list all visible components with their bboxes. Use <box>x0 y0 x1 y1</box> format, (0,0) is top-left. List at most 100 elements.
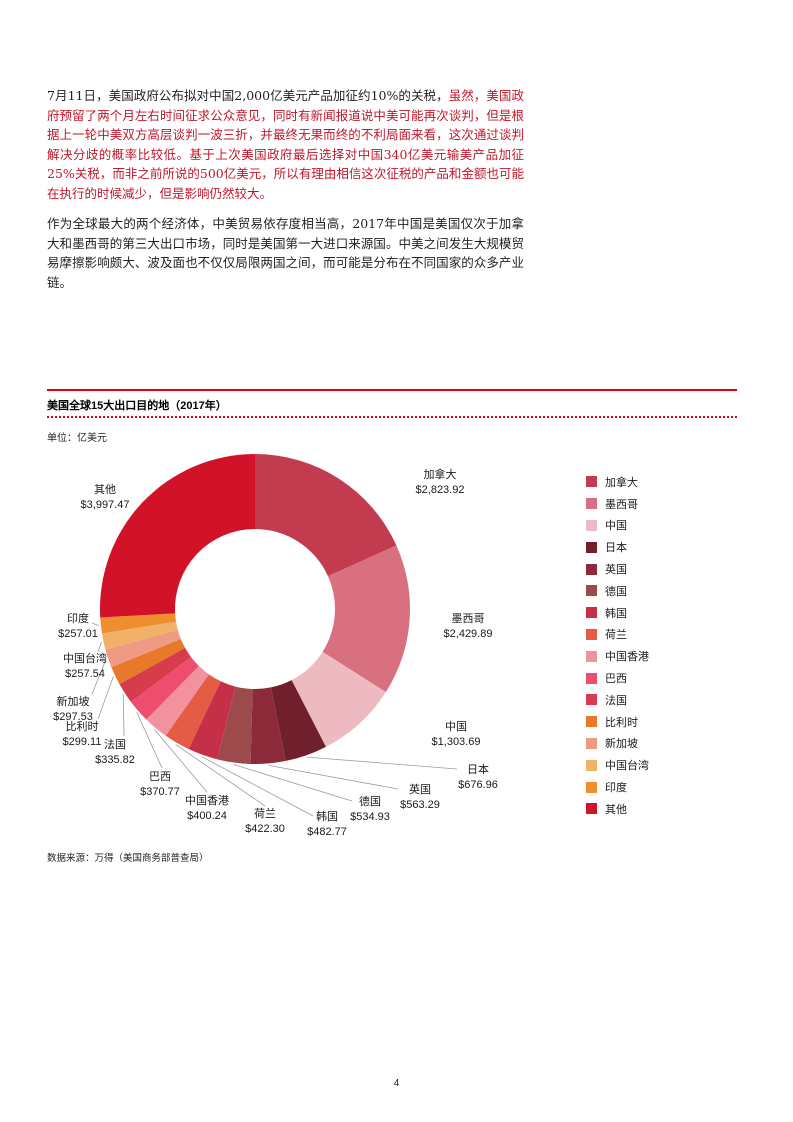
legend-color-swatch <box>586 694 597 706</box>
slice-label-name: 英国 <box>409 782 431 796</box>
slice-label-name: 印度 <box>67 611 89 625</box>
legend-label: 法国 <box>605 694 627 707</box>
slice-label-name: 中国台湾 <box>63 651 107 665</box>
legend-color-swatch <box>586 737 597 749</box>
label-leader-line <box>175 744 266 807</box>
label-leader-line <box>233 764 353 802</box>
chart-unit-label: 单位：亿美元 <box>47 433 107 444</box>
legend-label: 加拿大 <box>605 476 638 489</box>
legend-item: 其他 <box>586 798 649 820</box>
slice-label-name: 德国 <box>359 794 381 808</box>
chart-top-rule <box>47 389 737 391</box>
donut-slice-3 <box>270 680 326 761</box>
label-leader-line <box>306 756 458 770</box>
legend-label: 英国 <box>605 564 627 577</box>
label-leader-line <box>201 756 314 817</box>
donut-slice-14 <box>100 613 177 634</box>
slice-label-value: $3,997.47 <box>81 499 130 511</box>
legend-label: 墨西哥 <box>605 498 638 511</box>
label-leader-line <box>136 712 163 769</box>
donut-chart: 加拿大 $2,823.92 墨西哥 $2,429.89 中国 $1,303.69 日本 $67… <box>53 454 498 838</box>
slice-label-value: $297.53 <box>53 711 93 723</box>
legend-item: 中国台湾 <box>586 754 649 776</box>
slice-label-value: $370.77 <box>140 786 180 798</box>
legend-label: 中国 <box>605 520 627 533</box>
slice-label-value: $676.96 <box>458 779 498 791</box>
donut-slice-1 <box>322 545 410 693</box>
slice-label-name: 中国 <box>445 720 467 733</box>
label-leader-line <box>91 658 107 695</box>
slice-label-value: $563.29 <box>400 799 440 811</box>
legend-color-swatch <box>586 498 597 510</box>
legend-color-swatch <box>586 803 597 815</box>
slice-label-value: $2,429.89 <box>444 628 493 640</box>
paragraph-2: 作为全球最大的两个经济体，中美贸易依存度相当高，2017年中国是美国仅次于加拿大… <box>47 216 524 290</box>
legend-item: 韩国 <box>586 602 649 624</box>
legend-label: 中国台湾 <box>605 760 649 773</box>
legend-label: 新加坡 <box>605 738 638 751</box>
slice-label-value: $400.24 <box>187 810 227 822</box>
slice-label-name: 韩国 <box>316 809 338 823</box>
chart-title: 美国全球15大出口目的地（2017年） <box>47 400 227 412</box>
legend-color-swatch <box>586 541 597 553</box>
slice-label-value: $534.93 <box>350 811 390 823</box>
paragraph-1: 7月11日，美国政府公布拟对中国2,000亿美元产品加征约10%的关税，虽然，美… <box>47 86 524 203</box>
paragraph-1-highlight: 虽然，美国政府预留了两个月左右时间征求公众意见，同时有新闻报道说中美可能再次谈判… <box>47 88 524 201</box>
donut-slice-0 <box>255 454 397 577</box>
slice-label-name: 比利时 <box>66 720 99 733</box>
legend-label: 比利时 <box>605 716 638 729</box>
slice-label-name: 荷兰 <box>254 807 276 820</box>
legend-label: 韩国 <box>605 607 627 620</box>
legend-label: 荷兰 <box>605 629 627 642</box>
legend-item: 印度 <box>586 776 649 798</box>
donut-slice-5 <box>217 686 253 764</box>
legend-item: 日本 <box>586 536 649 558</box>
donut-slice-7 <box>165 674 221 750</box>
legend-item: 中国 <box>586 515 649 537</box>
legend-color-swatch <box>586 759 597 771</box>
donut-slice-2 <box>291 651 386 747</box>
slice-label-name: 墨西哥 <box>452 612 485 625</box>
legend-item: 比利时 <box>586 711 649 733</box>
paragraph-1-lead: 7月11日，美国政府公布拟对中国2,000亿美元产品加征约10%的关税， <box>47 88 449 103</box>
article-text: 7月11日，美国政府公布拟对中国2,000亿美元产品加征约10%的关税，虽然，美… <box>47 86 524 303</box>
slice-label-value: $482.77 <box>307 826 347 838</box>
slice-label-name: 巴西 <box>149 771 171 783</box>
slice-label-value: $335.82 <box>95 754 135 766</box>
legend-label: 中国香港 <box>605 651 649 664</box>
label-leader-line <box>268 765 399 790</box>
label-leader-line <box>154 729 208 793</box>
legend-color-swatch <box>586 476 597 488</box>
slice-label-value: $257.54 <box>65 668 105 680</box>
slice-label-name: 日本 <box>467 762 489 776</box>
donut-slice-11 <box>111 639 186 685</box>
legend-color-swatch <box>586 781 597 793</box>
slice-label-value: $1,303.69 <box>432 736 481 748</box>
legend-color-swatch <box>586 585 597 597</box>
legend-item: 英国 <box>586 558 649 580</box>
slice-label-name: 新加坡 <box>57 694 90 708</box>
legend-color-swatch <box>586 563 597 575</box>
label-leader-line <box>97 641 102 653</box>
legend-color-swatch <box>586 607 597 619</box>
donut-slice-4 <box>250 687 286 765</box>
legend-item: 法国 <box>586 689 649 711</box>
label-leader-line <box>97 676 114 720</box>
legend-item: 巴西 <box>586 667 649 689</box>
donut-slice-12 <box>105 629 181 668</box>
legend-color-swatch <box>586 628 597 640</box>
slice-label-name: 中国香港 <box>185 794 229 807</box>
chart-source: 数据来源：万得（美国商务部普查局） <box>47 853 209 864</box>
legend-color-swatch <box>586 519 597 531</box>
legend-color-swatch <box>586 716 597 728</box>
legend-label: 其他 <box>605 803 627 816</box>
label-leader-line <box>91 622 100 627</box>
slice-label-name: 其他 <box>94 483 116 496</box>
donut-slice-13 <box>101 621 178 650</box>
legend-item: 德国 <box>586 580 649 602</box>
legend-item: 中国香港 <box>586 645 649 667</box>
page-number: 4 <box>393 1078 400 1089</box>
donut-slice-15 <box>99 454 255 618</box>
legend-color-swatch <box>586 672 597 684</box>
